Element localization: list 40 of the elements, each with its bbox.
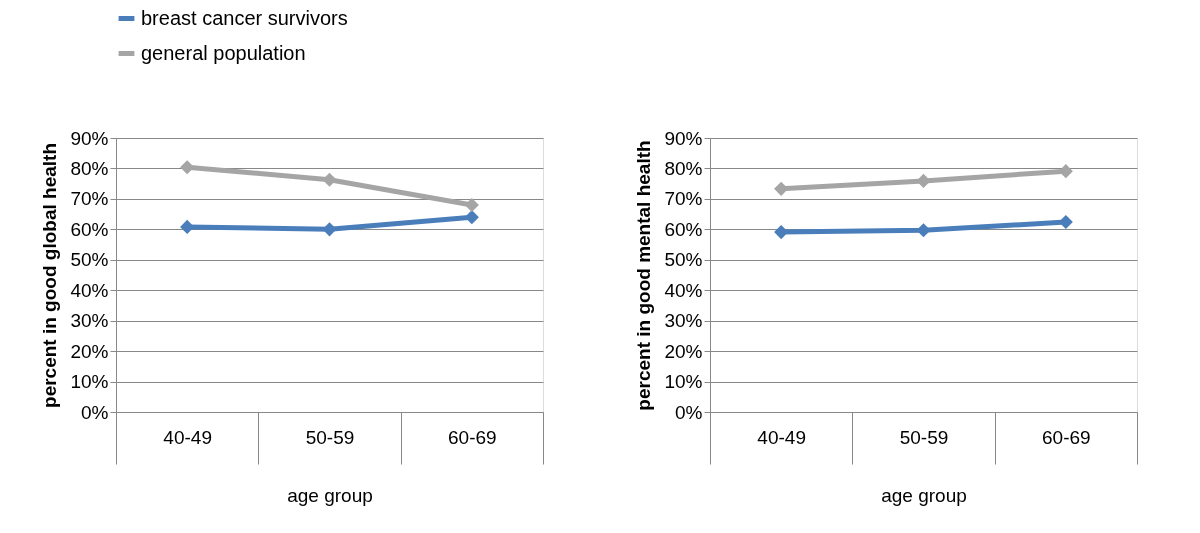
y-tick-label: 30% (664, 310, 703, 332)
point (322, 222, 337, 237)
x-axis-title: age group (881, 485, 967, 506)
x-tick-label: 40-49 (757, 426, 806, 448)
x-tick-label: 40-49 (163, 426, 212, 448)
y-tick-label: 50% (70, 249, 109, 271)
y-tick-label: 0% (675, 401, 703, 423)
y-tick-label: 20% (664, 340, 703, 362)
point (916, 173, 931, 188)
y-tick-label: 60% (70, 218, 109, 240)
y-tick-label: 10% (664, 371, 703, 393)
point (774, 225, 789, 240)
point (180, 160, 195, 175)
y-axis-title: percent in good global health (39, 143, 61, 408)
y-tick-label: 80% (70, 157, 109, 179)
y-tick-label: 10% (70, 371, 109, 393)
x-tick-label: 60-69 (448, 426, 497, 448)
y-tick-label: 30% (70, 310, 109, 332)
y-tick-label: 60% (664, 218, 703, 240)
legend-label: breast cancer survivors (141, 6, 348, 29)
x-tick-label: 50-59 (305, 426, 355, 448)
point (464, 197, 479, 213)
y-tick-label: 70% (70, 188, 109, 210)
point (916, 223, 931, 238)
y-axis-title: percent in good mental health (633, 140, 655, 411)
x-tick-label: 50-59 (899, 426, 949, 448)
y-tick-label: 80% (664, 157, 703, 179)
point (464, 210, 479, 225)
y-tick-label: 70% (664, 188, 703, 210)
x-tick-label: 60-69 (1042, 426, 1091, 448)
x-axis-title: age group (287, 485, 373, 506)
y-tick-label: 40% (70, 279, 109, 301)
y-tick-label: 90% (664, 127, 703, 149)
y-tick-label: 0% (81, 401, 109, 423)
y-tick-label: 50% (664, 249, 703, 271)
y-tick-label: 40% (664, 279, 703, 301)
y-tick-label: 20% (70, 340, 109, 362)
legend-label: general population (141, 41, 306, 64)
point (322, 172, 337, 187)
y-tick-label: 90% (70, 127, 109, 149)
